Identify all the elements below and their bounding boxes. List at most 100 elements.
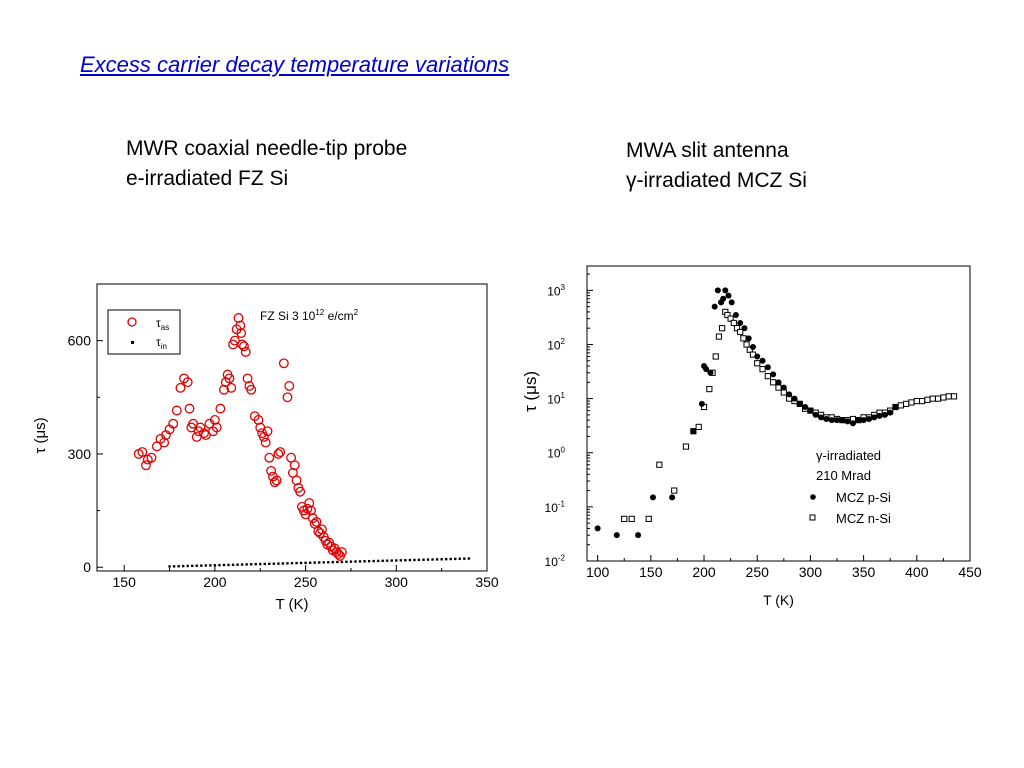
- data-point-tau-in: [231, 563, 235, 566]
- data-point-mcz-n-si: [764, 373, 771, 380]
- data-point-mcz-p-si: [613, 532, 620, 539]
- data-point-mcz-p-si: [881, 411, 888, 418]
- data-point-tau-in: [444, 557, 448, 561]
- y-tick-label: 300: [68, 446, 92, 462]
- data-point-tau-in: [404, 559, 407, 562]
- data-point-mcz-n-si: [929, 395, 936, 402]
- data-point-tau-in: [277, 562, 280, 565]
- legend-label-tau-in: τin: [156, 335, 167, 351]
- x-tick-label: 200: [203, 574, 227, 590]
- data-point-mcz-n-si: [945, 393, 952, 400]
- data-point-mcz-p-si: [698, 400, 705, 407]
- data-point-mcz-n-si: [908, 399, 915, 406]
- legend-header-line-2: 210 Mrad: [816, 468, 871, 483]
- data-point-tau-in: [336, 560, 339, 564]
- legend-header-line-1: γ-irradiated: [816, 448, 881, 463]
- data-point-mcz-p-si: [722, 287, 729, 294]
- data-point-mcz-p-si: [711, 303, 718, 310]
- data-point-tau-as: [226, 382, 237, 393]
- data-point-tau-in: [381, 559, 384, 563]
- y-tick-label: 101: [547, 391, 565, 406]
- data-point-mcz-p-si: [791, 395, 798, 402]
- legend-box: [107, 309, 181, 355]
- x-tick-label: 400: [905, 564, 929, 580]
- data-point-tau-in: [413, 558, 416, 562]
- data-point-tau-as: [278, 358, 289, 369]
- data-point-tau-in: [399, 559, 403, 562]
- data-point-mcz-p-si: [764, 364, 771, 371]
- data-point-tau-as: [253, 414, 264, 425]
- data-point-tau-in: [431, 558, 434, 561]
- data-point-tau-in: [340, 560, 344, 564]
- legend-marker-tau-as: [127, 317, 137, 327]
- left-caption-line-1: MWR coaxial needle-tip probe: [126, 137, 408, 160]
- data-point-mcz-p-si: [770, 371, 777, 378]
- right-caption: MWA slit antenna γ-irradiated MCZ Si: [626, 136, 807, 196]
- data-point-tau-in: [426, 558, 430, 561]
- data-point-tau-as: [184, 403, 195, 414]
- data-point-mcz-n-si: [924, 396, 931, 403]
- x-tick-label: 150: [639, 564, 663, 580]
- legend-label-n-si: MCZ n-Si: [836, 511, 891, 526]
- data-point-tau-in: [358, 560, 362, 563]
- data-point-tau-in: [390, 559, 393, 562]
- data-point-mcz-p-si: [892, 403, 899, 410]
- data-point-tau-in: [449, 557, 452, 561]
- data-point-mcz-p-si: [703, 366, 710, 373]
- right-caption-line-2: γ-irradiated MCZ Si: [626, 169, 807, 192]
- data-point-tau-in: [204, 564, 208, 567]
- x-tick-label: 350: [475, 574, 499, 590]
- data-point-tau-as: [269, 477, 280, 488]
- y-tick-label: 10-1: [545, 499, 566, 514]
- data-point-tau-as: [224, 373, 235, 384]
- y-tick-label: 100: [547, 445, 565, 460]
- data-point-tau-in: [363, 560, 366, 563]
- data-point-tau-as: [211, 422, 222, 433]
- data-point-tau-as: [271, 475, 282, 486]
- data-point-tau-in: [172, 565, 176, 568]
- data-point-mcz-p-si: [728, 299, 735, 306]
- data-point-tau-in: [281, 562, 285, 565]
- y-axis-label: τ (μs): [521, 371, 540, 412]
- data-point-tau-as: [304, 498, 315, 508]
- data-point-tau-in: [222, 563, 226, 567]
- x-tick-label: 250: [746, 564, 770, 580]
- data-point-mcz-p-si: [714, 287, 721, 294]
- data-point-tau-as: [219, 384, 229, 395]
- data-point-tau-as: [238, 341, 249, 352]
- data-point-mcz-p-si: [849, 420, 856, 427]
- legend-marker-tau-in: [131, 341, 134, 344]
- data-point-mcz-p-si: [876, 412, 883, 419]
- data-point-mcz-n-si: [682, 443, 690, 450]
- data-point-tau-as: [306, 505, 316, 516]
- data-point-mcz-p-si: [807, 407, 814, 414]
- data-point-tau-in: [181, 564, 185, 568]
- data-point-mcz-p-si: [635, 532, 642, 539]
- data-point-tau-in: [245, 563, 248, 566]
- data-point-tau-in: [331, 560, 335, 564]
- data-point-tau-in: [209, 564, 212, 567]
- y-tick-label: 10-2: [545, 554, 566, 569]
- data-point-mcz-n-si: [712, 353, 719, 360]
- data-point-tau-as: [264, 452, 275, 463]
- data-point-mcz-n-si: [913, 397, 920, 405]
- data-point-tau-in: [263, 562, 266, 566]
- data-point-tau-in: [227, 563, 230, 567]
- data-point-tau-as: [171, 405, 182, 416]
- data-point-tau-in: [218, 563, 221, 567]
- data-point-tau-as: [289, 460, 300, 471]
- data-point-mcz-p-si: [871, 414, 878, 421]
- data-point-mcz-n-si: [737, 328, 744, 336]
- data-point-tau-as: [284, 381, 295, 391]
- x-axis-label: T (K): [275, 596, 308, 613]
- x-tick-label: 300: [385, 574, 409, 590]
- plot-frame: [586, 265, 971, 562]
- x-tick-label: 300: [799, 564, 823, 580]
- data-point-tau-in: [268, 562, 271, 566]
- data-point-mcz-n-si: [903, 400, 910, 407]
- data-point-mcz-n-si: [919, 397, 926, 405]
- data-point-mcz-n-si: [706, 385, 713, 393]
- data-point-tau-in: [454, 557, 457, 561]
